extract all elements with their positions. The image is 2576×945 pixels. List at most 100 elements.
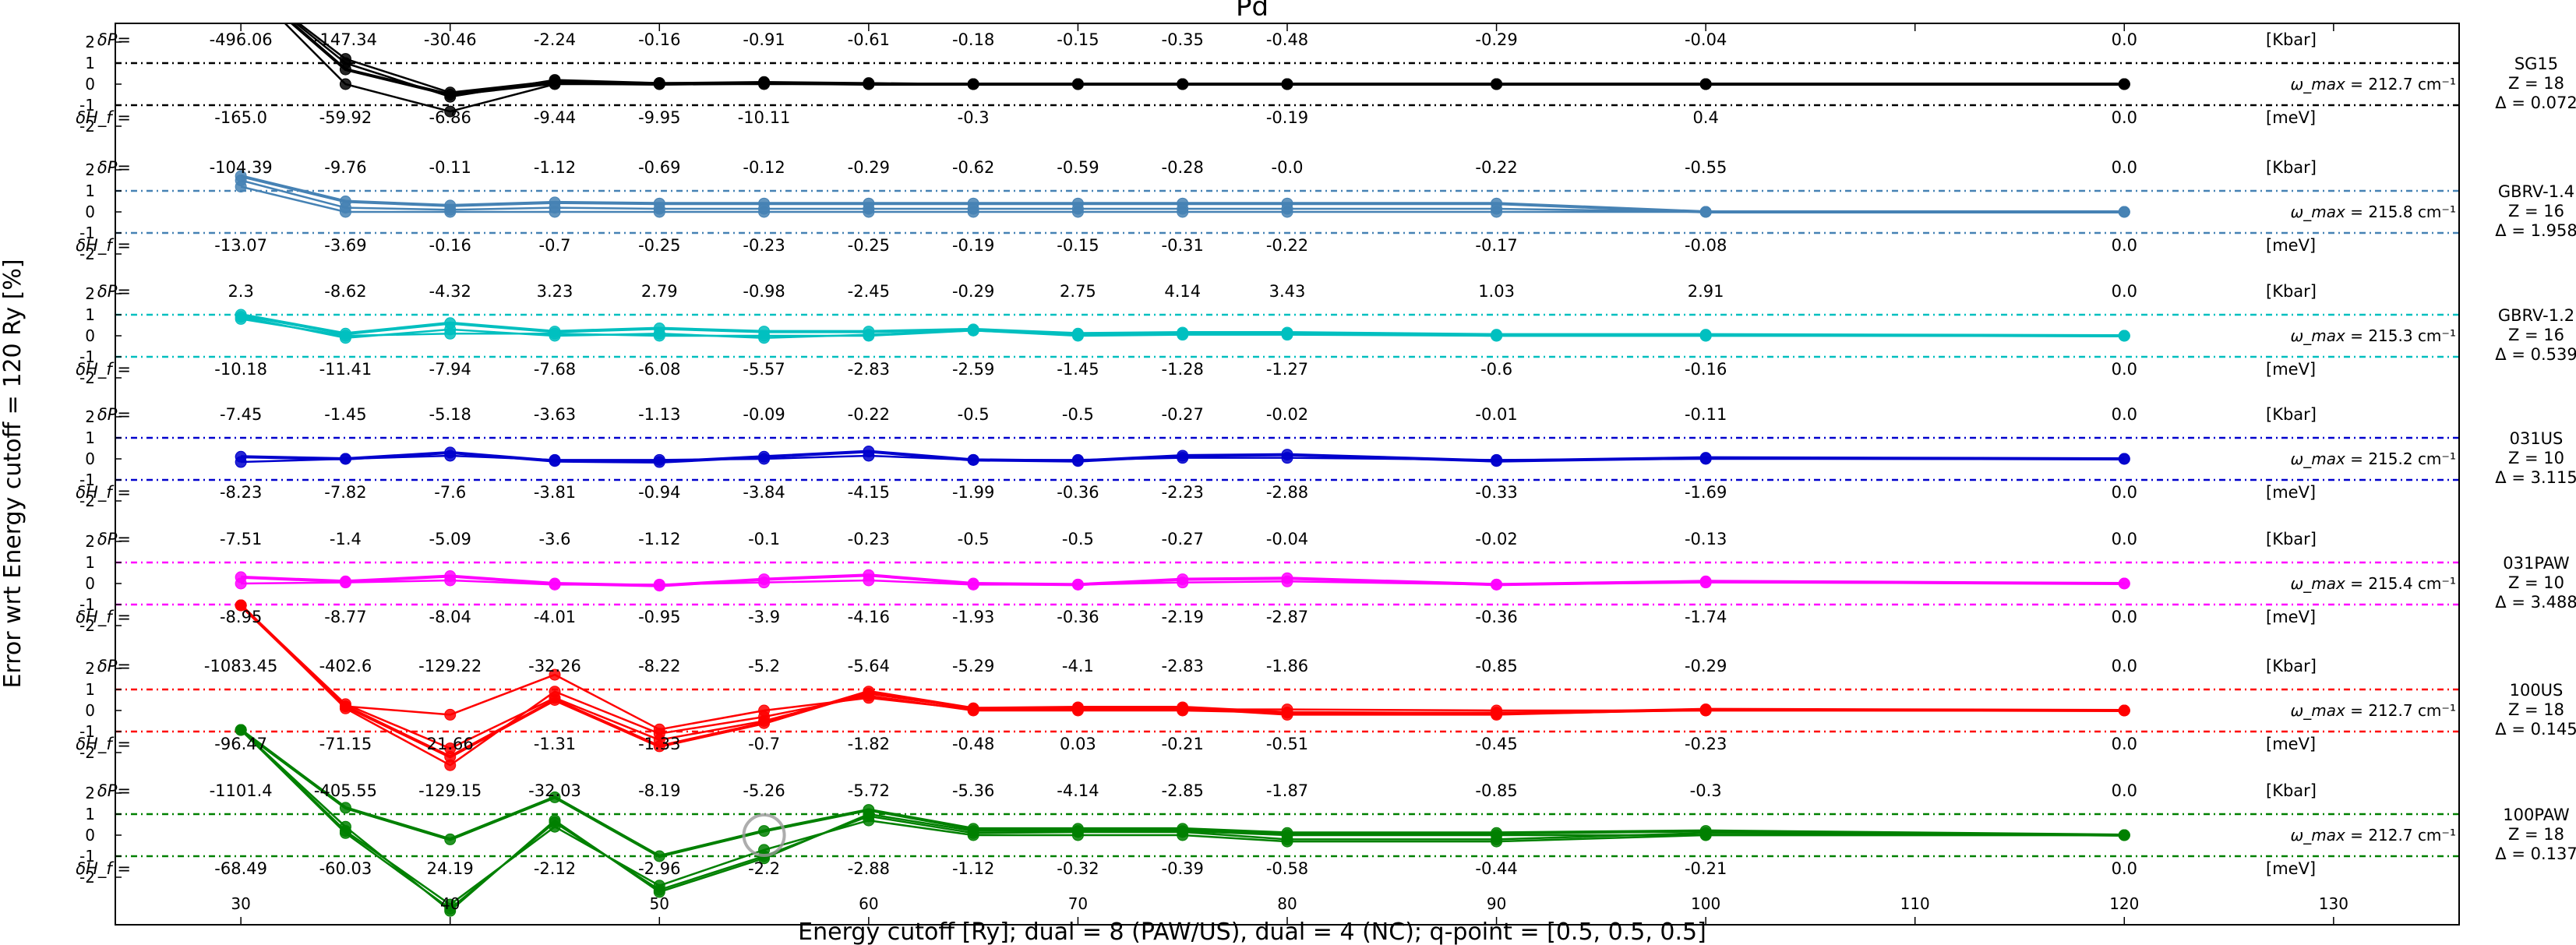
omega-label: ω_max [2291, 203, 2345, 221]
data-point-SG15-3-2 [444, 105, 457, 118]
data-point-SG15-3-8 [1071, 78, 1084, 90]
dP-value-GBRV-1.4-9: -0.28 [1162, 158, 1204, 177]
data-point-100PAW-0-2 [444, 833, 457, 845]
dH-value-100PAW-3: -2.12 [534, 859, 576, 878]
data-point-100US-3-0 [235, 599, 247, 612]
dP-value-GBRV-1.4-4: -0.69 [638, 158, 680, 177]
pseudo-z-100US: Z = 18 [2508, 700, 2564, 719]
dP-value-GBRV-1.4-12: -0.55 [1685, 158, 1727, 177]
dP-value-GBRV-1.2-6: -2.45 [848, 282, 890, 301]
dP-unit-100US: [Kbar] [2266, 657, 2317, 675]
dP-unit-031PAW: [Kbar] [2266, 530, 2317, 548]
data-point-100PAW-3-8 [1071, 825, 1084, 837]
dH-value-GBRV-1.2-8: -1.45 [1057, 360, 1099, 379]
data-point-100US-3-4 [653, 728, 665, 740]
data-point-031PAW-1-10 [1281, 575, 1293, 587]
data-point-031US-1-6 [863, 450, 875, 462]
pseudo-name-031US: 031US [2510, 429, 2564, 448]
reference-bands [115, 62, 2459, 858]
data-point-GBRV-1.2-2-5 [758, 330, 771, 342]
dP-value-031PAW-7: -0.5 [958, 530, 990, 548]
dH-value-GBRV-1.2-1: -11.41 [319, 360, 372, 379]
dP-value-031PAW-9: -0.27 [1162, 530, 1204, 548]
data-point-GBRV-1.2-2-12 [1699, 330, 1712, 342]
dH-value-100PAW-4: -2.96 [638, 859, 680, 878]
data-point-SG15-3-11 [1491, 78, 1503, 90]
data-point-100US-3-5 [758, 711, 771, 723]
data-point-GBRV-1.2-2-2 [444, 327, 457, 340]
x-tick-label-9: 120 [2109, 894, 2139, 913]
dP-value-SG15-13: 0.0 [2112, 30, 2137, 49]
data-point-SG15-3-12 [1699, 78, 1712, 90]
y-tick-label-100US-3: -1 [79, 722, 95, 741]
data-point-100US-3-7 [967, 704, 979, 717]
data-point-GBRV-1.2-2-9 [1177, 329, 1189, 341]
dH-value-GBRV-1.2-13: 0.0 [2112, 360, 2137, 379]
dH-value-031US-13: 0.0 [2112, 483, 2137, 502]
dH-value-GBRV-1.2-4: -6.08 [638, 360, 680, 379]
data-point-GBRV-1.2-2-13 [2118, 330, 2130, 342]
dP-value-100US-3: -32.26 [528, 657, 581, 675]
y-tick-label-GBRV-1.2-0: 2 [85, 284, 95, 303]
dH-value-031PAW-11: -0.36 [1475, 608, 1517, 626]
dP-value-031PAW-6: -0.23 [848, 530, 890, 548]
data-point-GBRV-1.2-2-4 [653, 330, 665, 342]
dH-value-GBRV-1.2-12: -0.16 [1685, 360, 1727, 379]
data-point-SG15-2-1 [339, 57, 351, 69]
dH-label-031US: δH_f = [76, 483, 131, 502]
x-tick-label-7: 100 [1691, 894, 1720, 913]
data-point-031US-1-8 [1071, 453, 1084, 466]
omega-unit: cm⁻¹ [2418, 203, 2456, 221]
data-point-SG15-3-5 [758, 78, 771, 90]
highlight-circle [742, 813, 786, 857]
dH-value-031US-11: -0.33 [1475, 483, 1517, 502]
omega-label: ω_max [2291, 75, 2345, 93]
dP-value-SG15-1: -147.34 [314, 30, 377, 49]
pseudo-delta-GBRV-1.2: Δ = 0.539 [2495, 345, 2576, 364]
dH-value-GBRV-1.4-1: -3.69 [324, 236, 366, 255]
series-line-031US-1 [241, 454, 2125, 464]
dH-value-GBRV-1.4-6: -0.25 [848, 236, 890, 255]
dH-value-100PAW-10: -0.58 [1266, 859, 1308, 878]
data-point-031PAW-1-4 [653, 578, 665, 591]
data-point-031PAW-1-8 [1071, 578, 1084, 591]
omega-value: 215.4 [2368, 574, 2412, 593]
x-axis-label: Energy cutoff [Ry]; dual = 8 (PAW/US), d… [798, 919, 1706, 945]
y-tick-label-031PAW-2: 0 [85, 574, 95, 593]
data-point-SG15-3-10 [1281, 78, 1293, 90]
series-line-031PAW-1 [241, 579, 2125, 586]
omega-value: 212.7 [2368, 701, 2412, 720]
data-point-SG15-3-7 [967, 78, 979, 90]
dH-label-SG15: δH_f = [76, 108, 131, 128]
data-point-100US-1-2 [444, 742, 457, 755]
dH-value-GBRV-1.4-11: -0.17 [1475, 236, 1517, 255]
dH-value-SG15-2: -6.86 [429, 108, 471, 127]
y-tick-label-031US-0: 2 [85, 407, 95, 426]
dH-value-GBRV-1.2-0: -10.18 [214, 360, 267, 379]
omega-annotation-031PAW: ω_max = 215.4 cm⁻¹ [2291, 574, 2457, 593]
dH-value-GBRV-1.2-6: -2.83 [848, 360, 890, 379]
dH-value-GBRV-1.4-7: -0.19 [952, 236, 994, 255]
data-point-100PAW-3-4 [653, 886, 665, 898]
dP-value-100PAW-7: -5.36 [952, 781, 994, 800]
dH-value-031PAW-4: -0.95 [638, 608, 680, 626]
dH-value-031US-6: -4.15 [848, 483, 890, 502]
series-line-100PAW-3 [240, 729, 2125, 912]
dP-value-100PAW-3: -32.03 [528, 781, 581, 800]
dH-value-GBRV-1.4-0: -13.07 [214, 236, 267, 255]
data-point-GBRV-1.4-2-13 [2118, 206, 2130, 218]
data-point-031US-1-0 [235, 456, 247, 468]
y-tick-label-GBRV-1.4-2: 0 [85, 203, 95, 221]
dH-value-GBRV-1.2-10: -1.27 [1266, 360, 1308, 379]
y-tick-label-GBRV-1.2-4: -2 [79, 368, 95, 387]
omega-unit: cm⁻¹ [2418, 701, 2456, 720]
dH-value-SG15-13: 0.0 [2112, 108, 2137, 127]
data-point-GBRV-1.2-2-0 [235, 312, 247, 325]
dH-value-100US-0: -96.47 [214, 735, 267, 753]
dP-label-031PAW: δP= [97, 530, 131, 548]
dP-value-SG15-9: -0.35 [1162, 30, 1204, 49]
data-point-100PAW-3-7 [967, 825, 979, 837]
dP-value-GBRV-1.2-3: 3.23 [537, 282, 573, 301]
dH-value-GBRV-1.4-5: -0.23 [743, 236, 785, 255]
data-point-SG15-3-9 [1177, 78, 1189, 90]
